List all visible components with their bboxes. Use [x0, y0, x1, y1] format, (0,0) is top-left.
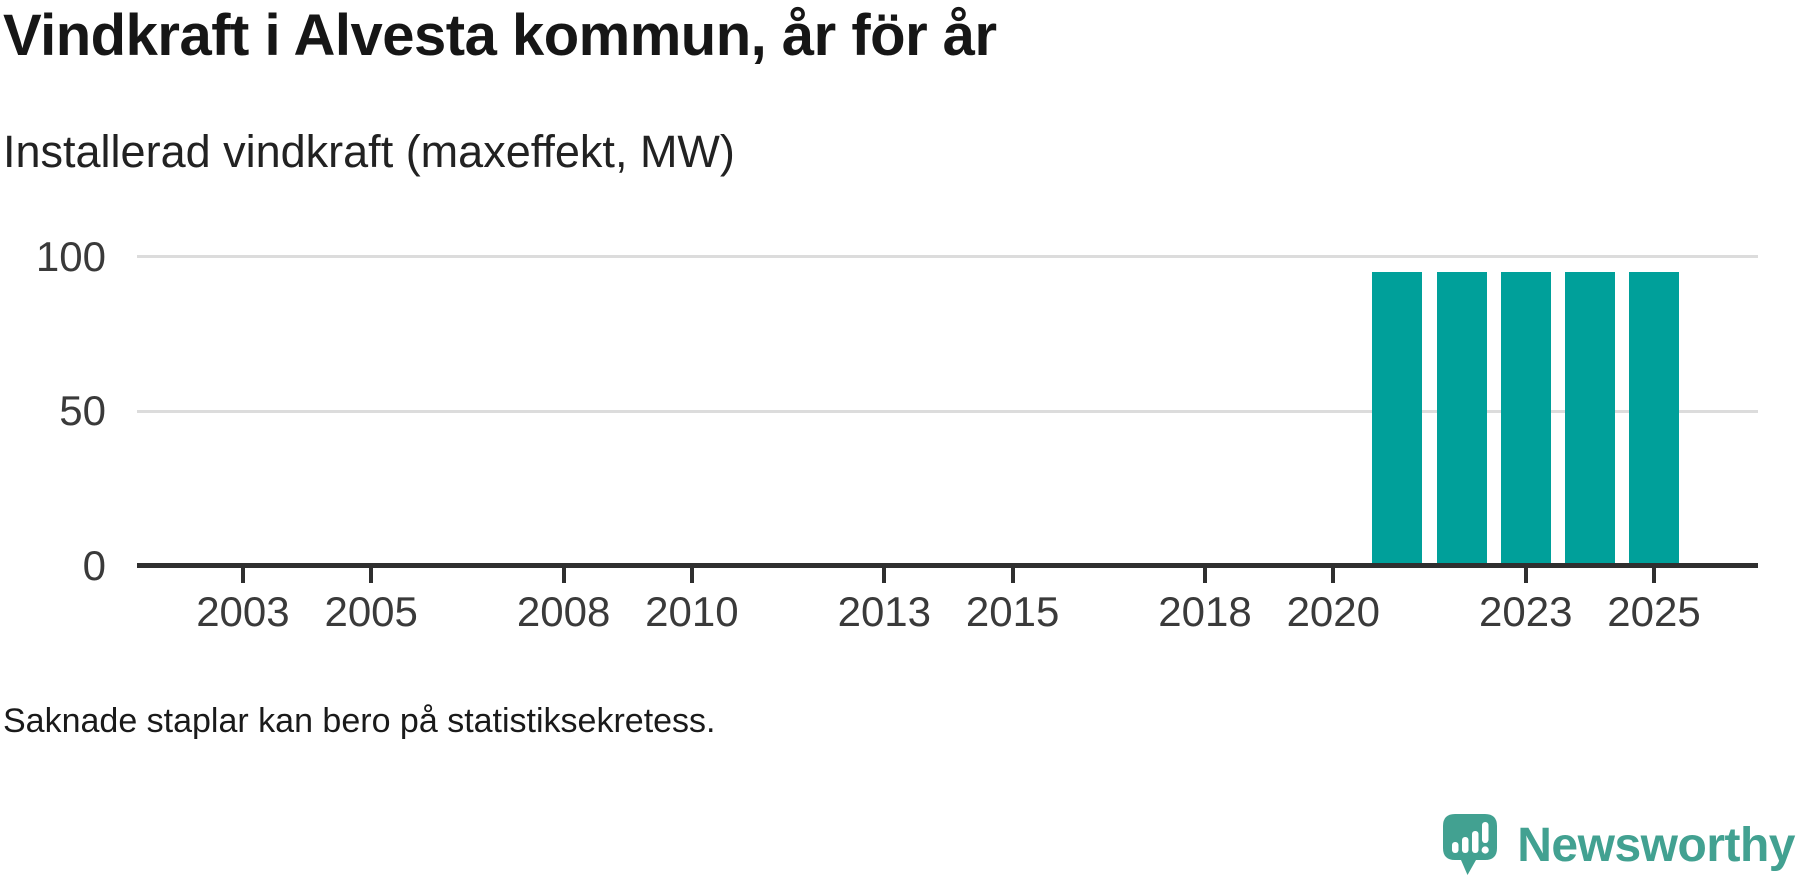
x-tick-2015: [1010, 568, 1015, 583]
x-tick-label-2025: 2025: [1607, 588, 1701, 635]
bar-2021: [1372, 271, 1423, 567]
brand: Newsworthy: [1443, 813, 1795, 877]
bar-2022: [1436, 271, 1487, 567]
x-tick-label-2010: 2010: [645, 588, 739, 635]
x-tick-label-2023: 2023: [1479, 588, 1573, 635]
newsworthy-logo-icon: [1443, 814, 1498, 875]
brand-name: Newsworthy: [1517, 818, 1795, 872]
x-tick-label-2008: 2008: [516, 588, 611, 635]
x-tick-2023: [1523, 568, 1528, 583]
x-tick-label-2015: 2015: [965, 588, 1060, 635]
x-tick-label-2020: 2020: [1286, 588, 1381, 635]
x-tick-2025: [1652, 568, 1656, 583]
x-tick-2005: [369, 568, 374, 583]
bar-2025: [1629, 271, 1679, 567]
gridline-100: [137, 255, 1758, 258]
y-tick-label-100: 100: [35, 232, 106, 280]
gridline-50: [137, 409, 1758, 413]
chart-title: Vindkraft i Alvesta kommun, år för år: [3, 3, 997, 68]
x-tick-label-2005: 2005: [324, 588, 418, 635]
x-tick-2003: [240, 568, 245, 583]
x-tick-label-2003: 2003: [196, 588, 290, 635]
x-tick-2013: [882, 568, 887, 583]
x-axis-line: [137, 563, 1758, 568]
y-tick-label-0: 0: [82, 541, 106, 589]
bar-2023: [1500, 271, 1551, 567]
chart-subtitle: Installerad vindkraft (maxeffekt, MW): [3, 126, 735, 177]
x-tick-label-2013: 2013: [837, 588, 932, 635]
x-tick-label-2018: 2018: [1158, 588, 1252, 635]
x-tick-2008: [561, 568, 566, 583]
x-tick-2018: [1203, 568, 1208, 583]
y-tick-label-50: 50: [59, 387, 106, 434]
x-tick-2020: [1331, 568, 1336, 583]
bar-2024: [1564, 271, 1615, 567]
footnote: Saknade staplar kan bero på statistiksek…: [3, 702, 716, 740]
x-tick-2010: [689, 568, 694, 583]
